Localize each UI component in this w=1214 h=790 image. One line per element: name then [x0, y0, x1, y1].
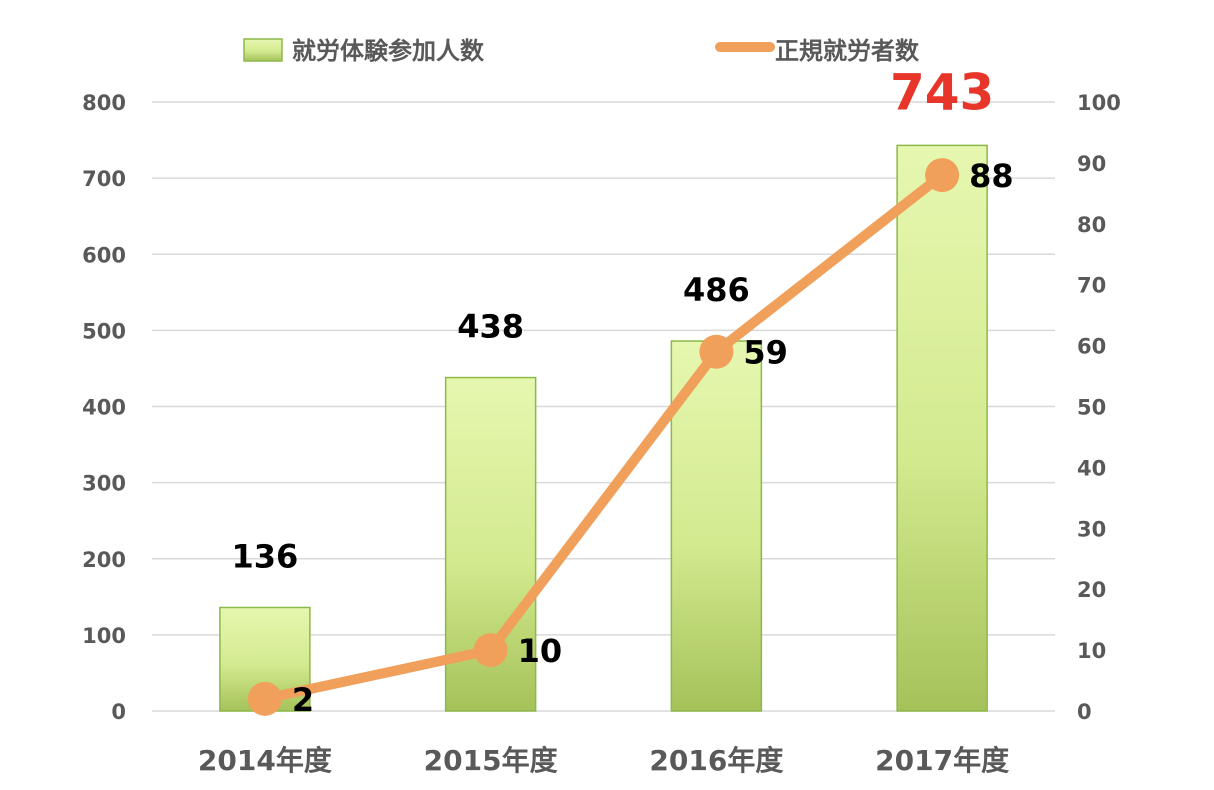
x-axis: 2014年度 2015年度 2016年度 2017年度: [198, 744, 1009, 777]
y-left-tick-label: 0: [111, 700, 126, 724]
y-right-tick-label: 90: [1077, 152, 1106, 176]
line-value-label: 2: [292, 681, 314, 719]
data-labels: 136 438 486 2 10 59 88: [231, 157, 1013, 719]
bar-series: [219, 144, 988, 712]
line-point-2017年度: [925, 158, 960, 193]
y-right-tick-label: 0: [1077, 700, 1092, 724]
x-tick-label: 2014年度: [198, 744, 332, 777]
y-left-tick-label: 100: [82, 624, 126, 648]
y-right-tick-label: 80: [1077, 213, 1106, 237]
y-axis-right: 0 10 20 30 40 50 60 70 80 90 100: [1077, 91, 1121, 724]
y-left-tick-label: 200: [82, 548, 126, 572]
bar-value-label: 438: [457, 308, 524, 346]
y-right-tick-label: 30: [1077, 517, 1106, 541]
bar-2016年度: [670, 340, 763, 712]
y-right-tick-label: 60: [1077, 335, 1106, 359]
y-right-tick-label: 10: [1077, 639, 1106, 663]
legend-line-label: 正規就労者数: [775, 37, 920, 65]
highlight-value-743: 743: [890, 63, 994, 121]
line-path: [259, 170, 948, 704]
y-right-tick-label: 100: [1077, 91, 1121, 115]
y-left-tick-label: 800: [82, 91, 126, 115]
x-tick-label: 2016年度: [649, 744, 783, 777]
line-point-2016年度: [699, 334, 734, 369]
bar-value-label: 136: [231, 537, 298, 575]
legend-bar-swatch: [243, 38, 283, 62]
bar-2017年度: [896, 144, 988, 712]
x-tick-label: 2017年度: [875, 744, 1009, 777]
y-left-tick-label: 400: [82, 396, 126, 420]
legend: 就労体験参加人数 正規就労者数: [243, 37, 920, 65]
line-point-2015年度: [473, 633, 508, 668]
y-right-tick-label: 70: [1077, 274, 1106, 298]
line-value-label: 88: [969, 157, 1014, 195]
y-right-tick-label: 50: [1077, 396, 1106, 420]
bar-value-label: 486: [683, 271, 750, 309]
y-left-tick-label: 600: [82, 243, 126, 267]
legend-bar-label: 就労体験参加人数: [292, 37, 485, 65]
line-point-2014年度: [247, 681, 282, 716]
line-series: [247, 158, 960, 716]
line-value-label: 59: [743, 334, 788, 372]
x-tick-label: 2015年度: [424, 744, 558, 777]
line-value-label: 10: [518, 632, 563, 670]
y-left-tick-label: 500: [82, 319, 126, 343]
y-right-tick-label: 40: [1077, 456, 1106, 480]
y-right-tick-label: 20: [1077, 578, 1106, 602]
y-left-tick-label: 300: [82, 472, 126, 496]
y-left-tick-label: 700: [82, 167, 126, 191]
y-axis-left: 0 100 200 300 400 500 600 700 800: [82, 91, 126, 724]
